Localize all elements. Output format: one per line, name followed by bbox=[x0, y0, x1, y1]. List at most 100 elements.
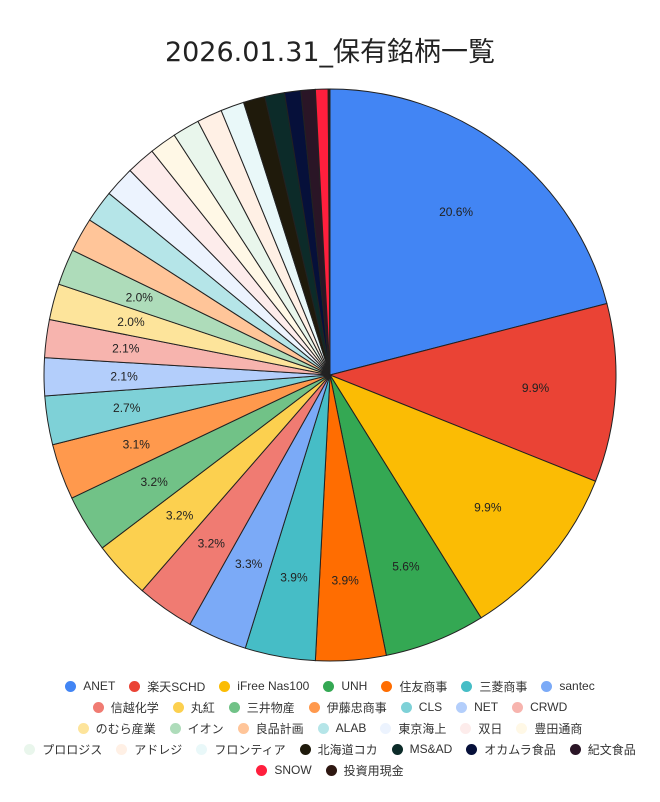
legend-label: 豊田通商 bbox=[534, 721, 583, 736]
legend-item[interactable]: 住友商事 bbox=[381, 678, 447, 695]
slice-label: 3.2% bbox=[198, 536, 226, 550]
legend-label: 投資用現金 bbox=[343, 763, 404, 778]
pie-slice bbox=[329, 88, 608, 376]
legend-item[interactable]: CRWD bbox=[512, 700, 567, 714]
legend-swatch bbox=[65, 680, 77, 692]
pie-slices bbox=[43, 88, 617, 662]
legend-swatch bbox=[129, 680, 141, 692]
pie-slice bbox=[327, 88, 331, 376]
legend-item[interactable]: 良品計画 bbox=[237, 720, 304, 737]
legend-item[interactable]: MS&AD bbox=[391, 742, 453, 756]
legend-label: 東京海上 bbox=[398, 721, 447, 736]
legend-swatch bbox=[256, 764, 268, 776]
slice-label: 9.9% bbox=[474, 500, 502, 514]
legend-item[interactable]: のむら産業 bbox=[77, 720, 156, 737]
legend-label: CRWD bbox=[530, 700, 568, 714]
legend-row: プロロジス アドレジ フロンティア 北海道コカ MS&AD オカムラ食品 紀文食品 bbox=[0, 739, 660, 759]
legend-swatch bbox=[512, 701, 524, 713]
legend-label: 伊藤忠商事 bbox=[326, 700, 387, 715]
legend-label: CLS bbox=[418, 700, 443, 714]
legend-label: iFree Nas100 bbox=[237, 679, 310, 693]
slice-label: 2.0% bbox=[126, 290, 154, 304]
legend-item[interactable]: 豊田通商 bbox=[516, 720, 582, 737]
legend-item[interactable]: 信越化学 bbox=[92, 699, 159, 716]
legend-swatch bbox=[380, 722, 392, 734]
legend-item[interactable]: 三井物産 bbox=[228, 699, 295, 716]
legend-swatch bbox=[569, 743, 581, 755]
slice-label: 5.6% bbox=[392, 559, 420, 573]
legend-item[interactable]: UNH bbox=[323, 679, 367, 693]
legend-item[interactable]: 楽天SCHD bbox=[129, 678, 205, 695]
legend-item[interactable]: 三菱商事 bbox=[461, 678, 527, 695]
legend-swatch bbox=[77, 722, 89, 734]
legend-label: 三菱商事 bbox=[479, 679, 528, 694]
legend-swatch bbox=[308, 701, 320, 713]
slice-label: 2.0% bbox=[117, 315, 145, 329]
legend-swatch bbox=[400, 701, 412, 713]
legend-item[interactable]: 丸紅 bbox=[172, 699, 215, 716]
legend-label: MS&AD bbox=[409, 742, 453, 756]
legend-row: ANET 楽天SCHD iFree Nas100 UNH 住友商事 三菱商事 santec bbox=[0, 676, 660, 696]
legend-item[interactable]: プロロジス bbox=[24, 741, 102, 758]
slice-label: 3.3% bbox=[235, 557, 263, 571]
legend-swatch bbox=[228, 701, 240, 713]
legend-label: プロロジス bbox=[42, 742, 103, 757]
legend-label: フロンティア bbox=[214, 742, 286, 757]
pie-chart: 20.6% 9.9% 9.9% 5.6% 3.9% 3.9% 3.3% 3.2% 3.2% 3.2… bbox=[43, 88, 617, 662]
legend-label: 双日 bbox=[478, 721, 503, 736]
legend-item[interactable]: 伊藤忠商事 bbox=[308, 699, 387, 716]
pie-labels: 20.6% 9.9% 9.9% 5.6% 3.9% 3.9% 3.3% 3.2% 3.2% 3.2… bbox=[110, 205, 549, 587]
legend-label: 楽天SCHD bbox=[147, 679, 206, 694]
slice-label: 3.1% bbox=[123, 438, 151, 452]
legend-row: のむら産業 イオン 良品計画 ALAB 東京海上 双日 豊田通商 bbox=[0, 718, 660, 738]
legend-item[interactable]: CLS bbox=[400, 700, 443, 714]
legend-label: SNOW bbox=[274, 763, 312, 777]
legend-label: アドレジ bbox=[134, 742, 183, 757]
legend-label: ANET bbox=[83, 679, 116, 693]
legend-item[interactable]: オカムラ食品 bbox=[466, 741, 556, 758]
legend-item[interactable]: 双日 bbox=[460, 720, 502, 737]
legend-item[interactable]: フロンティア bbox=[196, 741, 286, 758]
slice-label: 2.1% bbox=[112, 342, 140, 356]
slice-label: 3.9% bbox=[280, 571, 308, 585]
slice-label: 20.6% bbox=[439, 205, 473, 219]
legend-item[interactable]: ALAB bbox=[317, 721, 366, 735]
legend-item[interactable]: santec bbox=[541, 679, 595, 693]
legend-item[interactable]: 紀文食品 bbox=[569, 741, 636, 758]
legend-item[interactable]: イオン bbox=[169, 720, 224, 737]
legend-swatch bbox=[317, 722, 329, 734]
legend-swatch bbox=[219, 680, 231, 692]
legend-swatch bbox=[196, 743, 208, 755]
slice-label: 2.7% bbox=[113, 401, 141, 415]
legend-label: 良品計画 bbox=[255, 721, 304, 736]
legend-item[interactable]: iFree Nas100 bbox=[219, 679, 309, 693]
legend-label: 三井物産 bbox=[246, 700, 295, 715]
legend-item[interactable]: SNOW bbox=[256, 763, 312, 777]
legend-label: イオン bbox=[187, 721, 224, 736]
legend-label: 北海道コカ bbox=[317, 742, 378, 757]
legend-label: NET bbox=[474, 700, 499, 714]
legend-item[interactable]: NET bbox=[456, 700, 498, 714]
slice-label: 9.9% bbox=[522, 381, 550, 395]
legend-label: 紀文食品 bbox=[587, 742, 636, 757]
legend-label: 信越化学 bbox=[110, 700, 159, 715]
legend-item[interactable]: 東京海上 bbox=[380, 720, 446, 737]
legend-swatch bbox=[466, 743, 478, 755]
legend-label: 住友商事 bbox=[399, 679, 448, 694]
slice-label: 3.2% bbox=[140, 475, 168, 489]
legend-item[interactable]: アドレジ bbox=[116, 741, 182, 758]
legend-label: 丸紅 bbox=[190, 700, 215, 715]
legend-swatch bbox=[172, 701, 184, 713]
legend-item[interactable]: 北海道コカ bbox=[299, 741, 378, 758]
legend-swatch bbox=[325, 764, 337, 776]
legend-swatch bbox=[381, 680, 393, 692]
legend-item[interactable]: 投資用現金 bbox=[325, 762, 404, 779]
slice-label: 2.1% bbox=[110, 369, 138, 383]
legend-label: のむら産業 bbox=[95, 721, 156, 736]
legend-item[interactable]: ANET bbox=[65, 679, 115, 693]
legend-swatch bbox=[516, 722, 528, 734]
legend-swatch bbox=[541, 680, 553, 692]
legend-swatch bbox=[237, 722, 249, 734]
legend-swatch bbox=[461, 680, 473, 692]
legend-label: santec bbox=[559, 679, 595, 693]
